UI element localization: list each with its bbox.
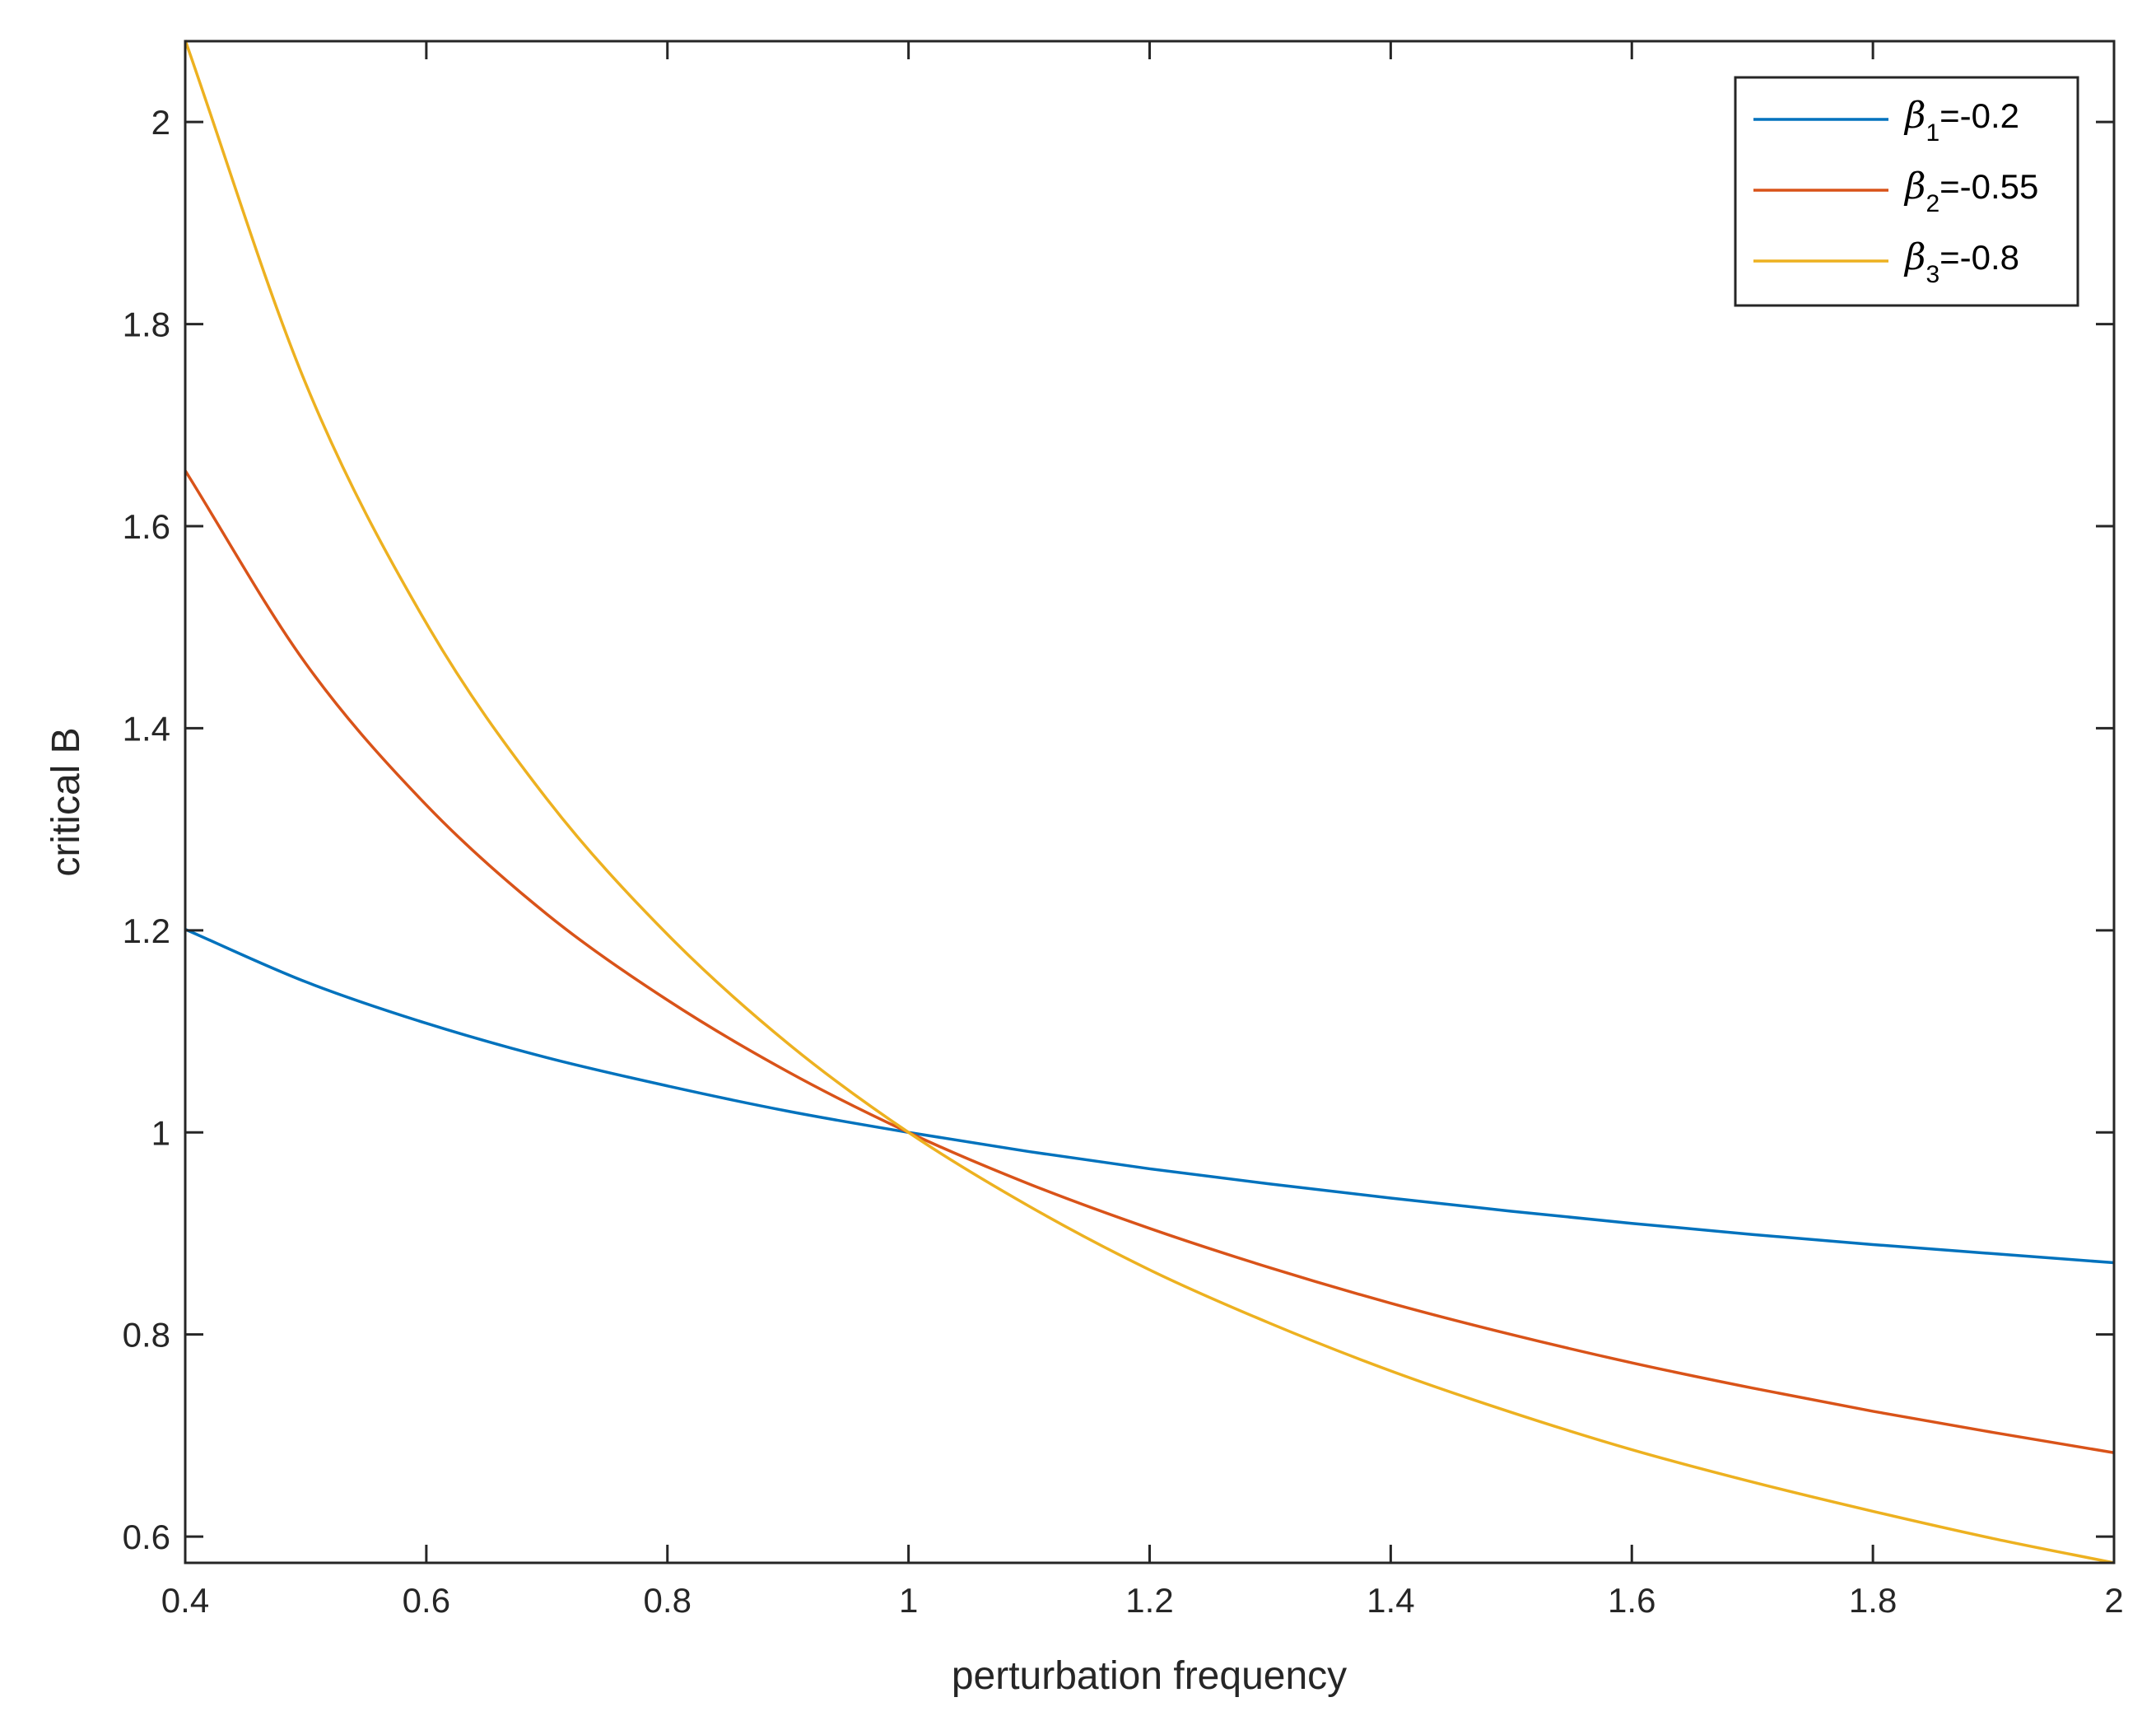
- x-tick-label: 0.4: [161, 1581, 209, 1620]
- y-axis-label: critical B: [44, 727, 88, 876]
- x-axis-label: perturbation frequency: [952, 1654, 1347, 1698]
- x-tick-label: 0.8: [644, 1581, 692, 1620]
- legend-subscript: 3: [1925, 261, 1939, 288]
- y-tick-label: 1: [151, 1113, 170, 1152]
- x-tick-label: 1.2: [1125, 1581, 1173, 1620]
- x-tick-label: 0.6: [403, 1581, 450, 1620]
- legend-value: =-0.2: [1939, 96, 2019, 135]
- series-line-1: [184, 928, 2115, 1265]
- x-tick-label: 1.6: [1608, 1581, 1655, 1620]
- legend-subscript: 2: [1925, 190, 1939, 217]
- x-tick-label: 1: [899, 1581, 918, 1620]
- y-tick-label: 0.6: [123, 1518, 170, 1556]
- legend-entry: β1=-0.2: [1903, 95, 2019, 147]
- legend-value: =-0.55: [1939, 167, 2038, 206]
- series-line-2: [184, 469, 2115, 1454]
- series-line-3: [184, 40, 2115, 1564]
- y-tick-label: 2: [151, 103, 170, 142]
- series-layer: [184, 40, 2115, 1564]
- x-tick-label: 2: [2104, 1581, 2123, 1620]
- x-tick-label: 1.4: [1367, 1581, 1414, 1620]
- x-tick-label: 1.8: [1849, 1581, 1897, 1620]
- tick-layer: 0.4 0.6 0.8 1 1.2 1.4 1.6 1.8 2 0.6 0.8 1 1.2 1.4 1.6 1…: [123, 41, 2124, 1620]
- legend-symbol: β: [1903, 236, 1925, 278]
- legend-value: =-0.8: [1939, 238, 2019, 277]
- y-tick-label: 1.6: [123, 507, 170, 546]
- y-tick-label: 0.8: [123, 1316, 170, 1355]
- legend-entry: β3=-0.8: [1903, 236, 2019, 288]
- legend-symbol: β: [1903, 95, 1925, 137]
- y-tick-label: 1.2: [123, 912, 170, 950]
- y-tick-label: 1.8: [123, 305, 170, 344]
- legend-subscript: 1: [1925, 119, 1939, 147]
- legend-entry: β2=-0.55: [1903, 166, 2038, 217]
- legend-symbol: β: [1903, 166, 1925, 208]
- y-tick-label: 1.4: [123, 709, 170, 748]
